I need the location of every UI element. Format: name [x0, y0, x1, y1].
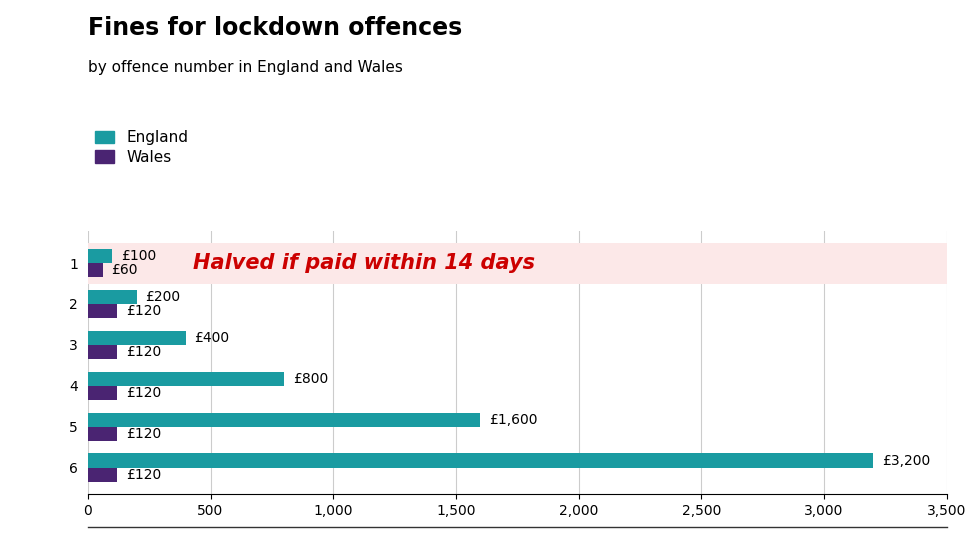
Text: Halved if paid within 14 days: Halved if paid within 14 days — [193, 253, 536, 273]
Bar — [88, 330, 186, 345]
Bar — [88, 304, 117, 318]
Bar — [88, 372, 284, 386]
Text: Fines for lockdown offences: Fines for lockdown offences — [88, 16, 462, 41]
Bar — [88, 386, 117, 400]
Bar — [88, 427, 117, 441]
Legend: England, Wales: England, Wales — [96, 130, 188, 165]
Text: £120: £120 — [126, 304, 161, 318]
Text: £400: £400 — [194, 330, 229, 345]
Bar — [88, 468, 117, 482]
Bar — [88, 453, 874, 468]
Bar — [88, 412, 480, 427]
Text: £100: £100 — [121, 249, 156, 263]
Text: £1,600: £1,600 — [489, 413, 538, 427]
Text: £800: £800 — [293, 372, 328, 386]
Text: £120: £120 — [126, 345, 161, 359]
Text: £120: £120 — [126, 427, 161, 441]
Text: BBC: BBC — [884, 522, 916, 535]
Text: £120: £120 — [126, 468, 161, 482]
Text: by offence number in England and Wales: by offence number in England and Wales — [88, 60, 403, 75]
Bar — [88, 345, 117, 359]
Bar — [88, 243, 947, 283]
Text: £200: £200 — [145, 290, 181, 304]
Text: £120: £120 — [126, 386, 161, 400]
Bar — [88, 263, 102, 277]
Text: £3,200: £3,200 — [881, 453, 930, 468]
Bar — [88, 290, 137, 304]
Bar — [88, 249, 112, 263]
Text: £60: £60 — [111, 263, 138, 277]
